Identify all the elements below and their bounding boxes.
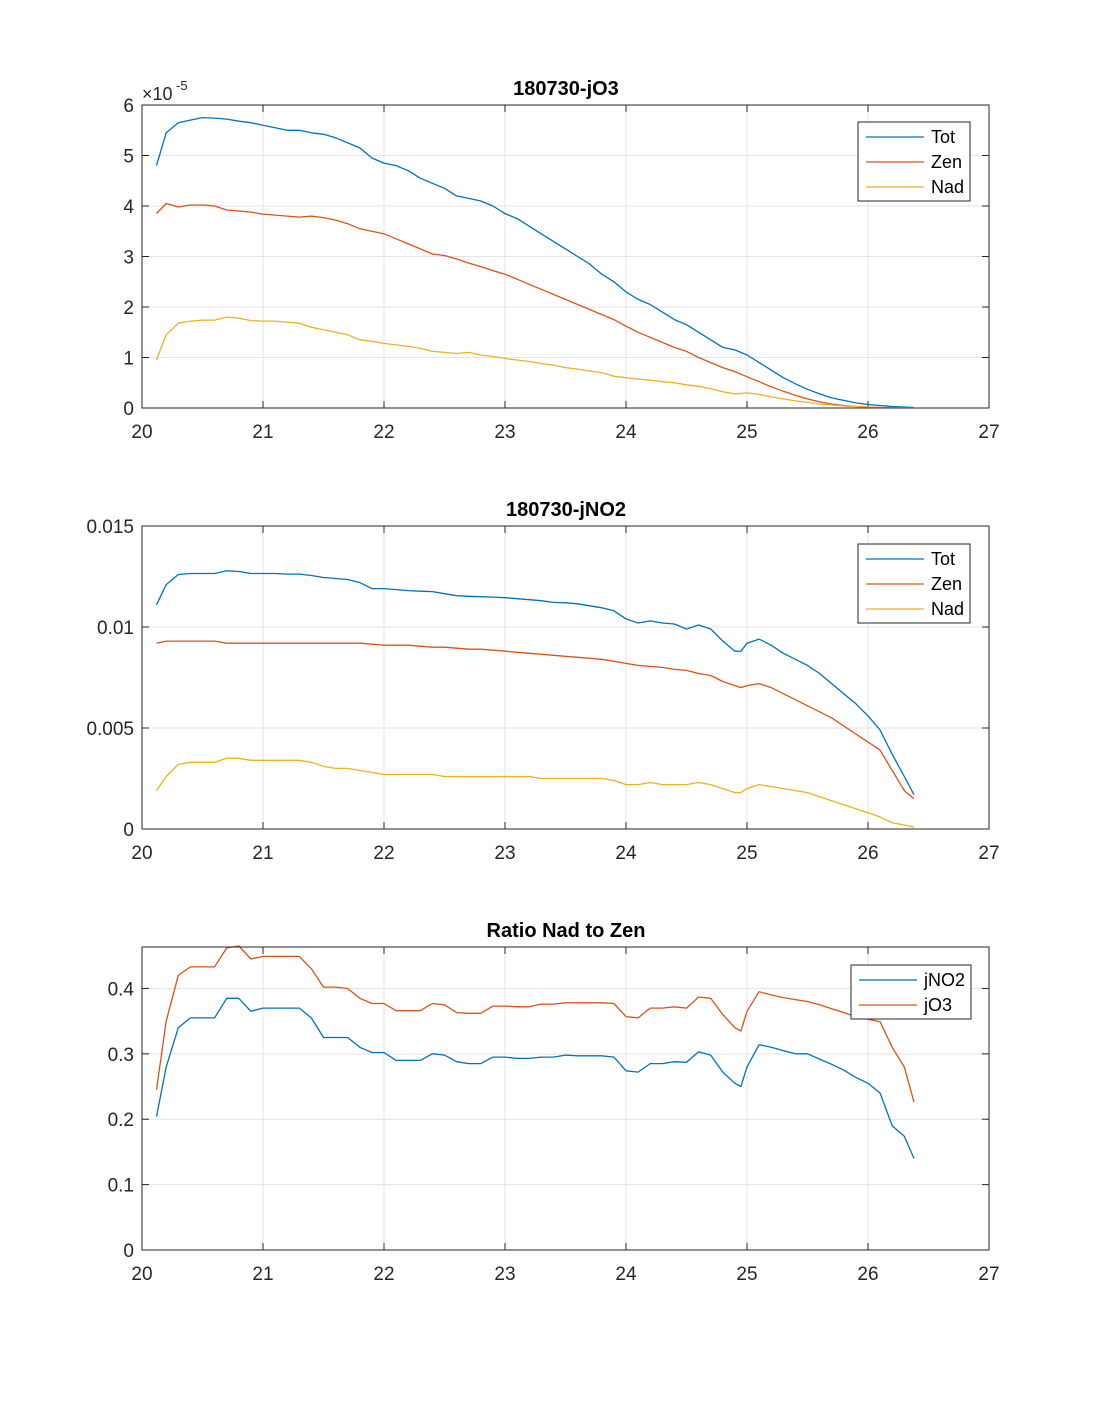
plot-area xyxy=(142,947,989,1250)
series-line-nad xyxy=(155,757,915,828)
x-tick-label: 24 xyxy=(615,843,637,864)
y-tick-label: 5 xyxy=(123,147,134,168)
legend-label: Zen xyxy=(931,574,962,594)
x-tick-label: 27 xyxy=(978,1264,999,1285)
y-tick-label: 0.005 xyxy=(86,719,134,740)
x-tick-label: 23 xyxy=(494,843,515,864)
legend-label: Tot xyxy=(931,549,955,569)
x-tick-label: 22 xyxy=(373,843,394,864)
chart-title: 180730-jO3 xyxy=(513,78,619,100)
chart-jO3: ×10 -5 20 21 22 23 24 25 26 270123456TotZenNad1… xyxy=(123,78,999,443)
x-tick-label: 26 xyxy=(857,422,878,443)
x-tick-label: 27 xyxy=(978,422,999,443)
legend-label: jNO2 xyxy=(923,970,965,990)
legend: Tot Zen Nad xyxy=(857,121,971,202)
series-line-zen xyxy=(156,202,915,409)
axes-box xyxy=(141,104,990,409)
x-tick-label: 26 xyxy=(857,1264,878,1285)
y-tick-label: 4 xyxy=(123,197,134,218)
y-tick-label: 0.1 xyxy=(108,1176,134,1197)
y-tick-label: 0 xyxy=(123,820,134,841)
x-tick-label: 23 xyxy=(494,422,515,443)
y-tick-label: 0 xyxy=(123,1241,134,1262)
x-tick-label: 20 xyxy=(131,422,152,443)
series-line-tot xyxy=(155,116,915,409)
x-tick-label: 27 xyxy=(978,843,999,864)
y-tick-label: 6 xyxy=(123,96,134,117)
x-tick-label: 24 xyxy=(615,422,637,443)
x-tick-label: 26 xyxy=(857,843,878,864)
y-tick-label: 0.01 xyxy=(97,618,134,639)
legend-label: Nad xyxy=(931,177,964,197)
legend-label: Zen xyxy=(931,152,962,172)
legend-label: Tot xyxy=(931,127,955,147)
x-tick-label: 21 xyxy=(252,422,273,443)
x-tick-label: 20 xyxy=(131,1264,152,1285)
x-tick-label: 23 xyxy=(494,1264,515,1285)
x-tick-label: 25 xyxy=(736,1264,757,1285)
legend: jNO2 jO3 xyxy=(850,964,972,1020)
y-tick-label: 0.015 xyxy=(86,517,134,538)
legend: Tot Zen Nad xyxy=(857,543,971,624)
x-tick-label: 20 xyxy=(131,843,152,864)
x-tick-label: 22 xyxy=(373,1264,394,1285)
series-line-jno2 xyxy=(155,997,915,1159)
x-tick-label: 25 xyxy=(736,422,757,443)
y-exponent-power: -5 xyxy=(176,78,188,93)
x-tick-label: 24 xyxy=(615,1264,637,1285)
chart-ratio: 20 21 22 23 24 25 26 27 0 0.1 0.2 0.3 0.4 jNO2 jO3 Rati… xyxy=(108,920,1000,1285)
series-line-zen xyxy=(156,640,915,800)
y-tick-label: 2 xyxy=(123,298,134,319)
legend-box xyxy=(850,964,972,1020)
y-tick-label: 0.2 xyxy=(108,1110,134,1131)
axes-box xyxy=(141,525,990,830)
legend-label: Nad xyxy=(931,599,964,619)
series-line-tot xyxy=(155,570,915,796)
y-tick-label: 0.4 xyxy=(108,979,135,1000)
chart-jNO2: 20 21 22 23 24 25 26 27 0 0.005 0.01 0.015 Tot Zen Nad… xyxy=(86,499,999,864)
chart-title: Ratio Nad to Zen xyxy=(487,920,646,942)
x-tick-label: 21 xyxy=(252,843,273,864)
legend-label: jO3 xyxy=(923,995,952,1015)
y-tick-label: 0.3 xyxy=(108,1045,134,1066)
x-tick-label: 25 xyxy=(736,843,757,864)
x-tick-label: 21 xyxy=(252,1264,273,1285)
series-line-jo3 xyxy=(155,945,915,1103)
chart-title: 180730-jNO2 xyxy=(506,499,626,521)
y-tick-label: 1 xyxy=(123,349,134,370)
y-exponent-label: ×10 xyxy=(142,84,173,104)
axes-box xyxy=(141,946,990,1251)
x-tick-label: 22 xyxy=(373,422,394,443)
y-tick-label: 3 xyxy=(123,248,134,269)
series-line-nad xyxy=(155,316,915,409)
y-tick-label: 0 xyxy=(123,399,134,420)
